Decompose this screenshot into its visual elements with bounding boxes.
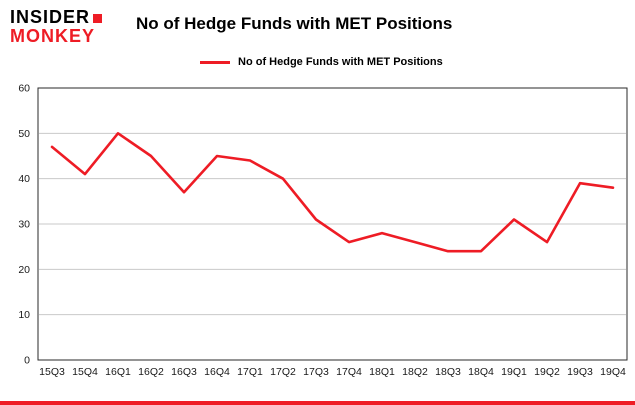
gridlines: [39, 132, 626, 316]
svg-text:15Q4: 15Q4: [72, 366, 98, 378]
header: INSIDER MONKEY No of Hedge Funds with ME…: [10, 8, 452, 46]
svg-text:17Q2: 17Q2: [270, 366, 296, 378]
svg-text:18Q1: 18Q1: [369, 366, 395, 378]
legend-line-swatch: [200, 60, 230, 64]
chart-legend: No of Hedge Funds with MET Positions: [200, 56, 443, 68]
svg-text:17Q3: 17Q3: [303, 366, 329, 378]
svg-text:17Q1: 17Q1: [237, 366, 263, 378]
svg-text:16Q4: 16Q4: [204, 366, 230, 378]
svg-text:16Q3: 16Q3: [171, 366, 197, 378]
bottom-red-bar: [0, 401, 635, 405]
svg-text:30: 30: [18, 219, 30, 231]
insider-monkey-logo: INSIDER MONKEY: [10, 8, 122, 46]
svg-text:10: 10: [18, 309, 30, 321]
svg-text:19Q4: 19Q4: [600, 366, 626, 378]
svg-text:19Q1: 19Q1: [501, 366, 527, 378]
svg-text:16Q1: 16Q1: [105, 366, 131, 378]
legend-label: No of Hedge Funds with MET Positions: [238, 56, 443, 68]
series-line: [50, 131, 615, 253]
plot-border: [37, 87, 628, 361]
svg-text:40: 40: [18, 173, 30, 185]
svg-text:17Q4: 17Q4: [336, 366, 362, 378]
y-axis-tick-labels: 0 10 20 30 40 50 60: [18, 83, 30, 367]
svg-text:50: 50: [18, 128, 30, 140]
chart-area: 0 10 20 30 40 50 60 15Q3 15Q4 16Q1 16Q2 16Q3 16Q4 17Q…: [0, 80, 635, 385]
svg-text:60: 60: [18, 83, 30, 95]
logo-line-monkey: MONKEY: [10, 25, 96, 46]
svg-text:19Q2: 19Q2: [534, 366, 560, 378]
svg-text:16Q2: 16Q2: [138, 366, 164, 378]
svg-text:15Q3: 15Q3: [39, 366, 65, 378]
line-chart-svg: 0 10 20 30 40 50 60 15Q3 15Q4 16Q1 16Q2 16Q3 16Q4 17Q…: [18, 83, 628, 378]
svg-text:18Q3: 18Q3: [435, 366, 461, 378]
page-title: No of Hedge Funds with MET Positions: [136, 14, 453, 33]
svg-text:18Q2: 18Q2: [402, 366, 428, 378]
svg-text:20: 20: [18, 264, 30, 276]
svg-text:19Q3: 19Q3: [567, 366, 593, 378]
svg-text:18Q4: 18Q4: [468, 366, 494, 378]
logo-red-square-icon: [93, 14, 103, 23]
svg-text:0: 0: [24, 355, 30, 367]
x-axis-tick-labels: 15Q3 15Q4 16Q1 16Q2 16Q3 16Q4 17Q1 17Q2 17Q3 17Q4…: [39, 366, 626, 378]
logo-line-insider: INSIDER: [10, 8, 122, 27]
